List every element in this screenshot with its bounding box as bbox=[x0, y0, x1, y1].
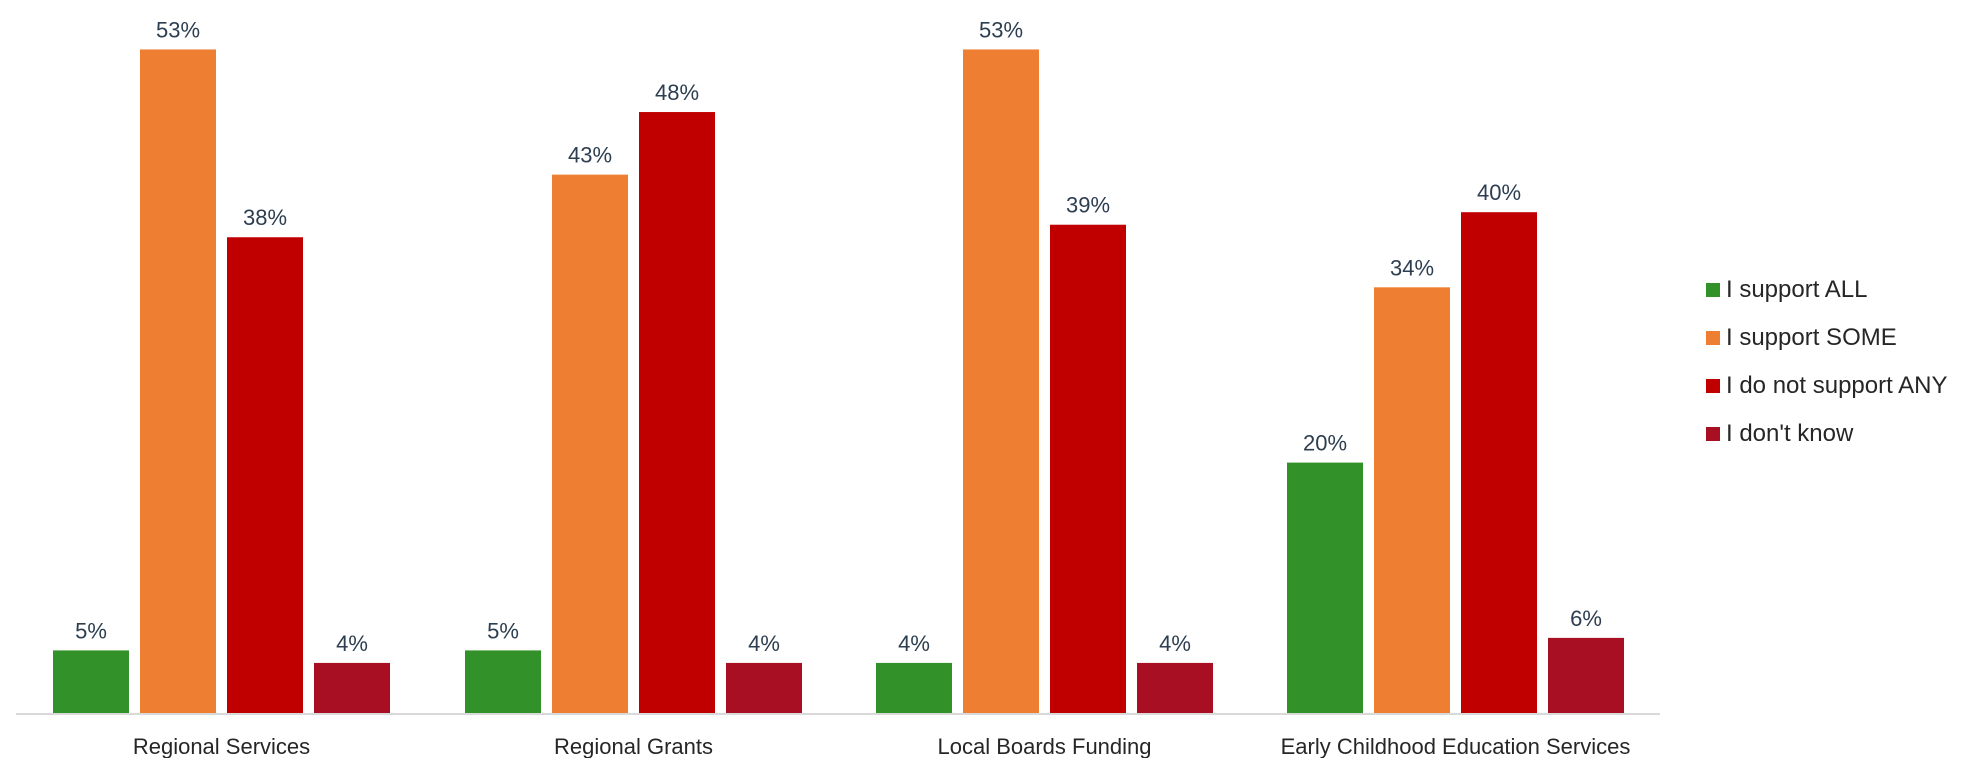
bar-regional-grants-i-do-not-support-any bbox=[639, 112, 715, 714]
bar-early-childhood-education-services-i-don-t-know bbox=[1548, 637, 1624, 713]
legend: I support ALL I support SOME I do not supp… bbox=[1706, 266, 1947, 458]
value-label-early-childhood-education-services-i-don-t-know: 6% bbox=[1570, 606, 1602, 631]
legend-item-i-support-all: I support ALL bbox=[1706, 266, 1947, 314]
bar-local-boards-funding-i-support-all bbox=[876, 662, 952, 713]
bars-layer bbox=[53, 49, 1624, 714]
legend-item-i-do-not-support-any: I do not support ANY bbox=[1706, 362, 1947, 410]
value-label-local-boards-funding-i-do-not-support-any: 39% bbox=[1066, 193, 1110, 218]
bar-regional-services-i-do-not-support-any bbox=[227, 237, 303, 714]
value-label-regional-grants-i-do-not-support-any: 48% bbox=[655, 80, 699, 105]
legend-swatch bbox=[1706, 283, 1720, 297]
category-label-local-boards-funding: Local Boards Funding bbox=[937, 734, 1151, 758]
value-label-regional-services-i-support-some: 53% bbox=[156, 17, 200, 42]
legend-swatch bbox=[1706, 427, 1720, 441]
value-label-local-boards-funding-i-don-t-know: 4% bbox=[1159, 631, 1191, 656]
category-label-regional-services: Regional Services bbox=[133, 734, 310, 758]
legend-swatch bbox=[1706, 331, 1720, 345]
bar-regional-grants-i-support-some bbox=[552, 174, 628, 713]
value-labels-layer: 5% 53% 38% 4% 5% 43% 48% 4% 4% 53% 39% 4% 20% 34% 40% 6… bbox=[75, 17, 1602, 655]
value-label-early-childhood-education-services-i-support-some: 34% bbox=[1390, 255, 1434, 280]
bar-early-childhood-education-services-i-support-some bbox=[1374, 287, 1450, 713]
value-label-early-childhood-education-services-i-do-not-support-any: 40% bbox=[1477, 180, 1521, 205]
bar-regional-services-i-don-t-know bbox=[314, 662, 390, 713]
bar-early-childhood-education-services-i-do-not-support-any bbox=[1461, 212, 1537, 713]
bar-local-boards-funding-i-do-not-support-any bbox=[1050, 224, 1126, 713]
category-label-regional-grants: Regional Grants bbox=[554, 734, 713, 758]
bar-regional-grants-i-support-all bbox=[465, 650, 541, 713]
bar-regional-services-i-support-some bbox=[140, 49, 216, 713]
value-label-regional-grants-i-don-t-know: 4% bbox=[748, 631, 780, 656]
value-label-local-boards-funding-i-support-all: 4% bbox=[898, 631, 930, 656]
legend-label: I don't know bbox=[1726, 420, 1854, 447]
value-label-regional-services-i-support-all: 5% bbox=[75, 618, 107, 643]
legend-item-i-don-t-know: I don't know bbox=[1706, 410, 1947, 458]
legend-label: I support ALL bbox=[1726, 276, 1868, 303]
value-label-local-boards-funding-i-support-some: 53% bbox=[979, 17, 1023, 42]
bar-local-boards-funding-i-don-t-know bbox=[1137, 662, 1213, 713]
bar-local-boards-funding-i-support-some bbox=[963, 49, 1039, 713]
value-label-early-childhood-education-services-i-support-all: 20% bbox=[1303, 431, 1347, 456]
value-label-regional-grants-i-support-some: 43% bbox=[568, 143, 612, 168]
category-label-early-childhood-education-services: Early Childhood Education Services bbox=[1281, 734, 1631, 758]
category-labels-layer: Regional Services Regional Grants Local Bo… bbox=[133, 734, 1631, 758]
value-label-regional-services-i-do-not-support-any: 38% bbox=[243, 205, 287, 230]
legend-swatch bbox=[1706, 379, 1720, 393]
legend-item-i-support-some: I support SOME bbox=[1706, 314, 1947, 362]
bar-regional-grants-i-don-t-know bbox=[726, 662, 802, 713]
legend-label: I do not support ANY bbox=[1726, 372, 1948, 399]
bar-early-childhood-education-services-i-support-all bbox=[1287, 462, 1363, 713]
bar-regional-services-i-support-all bbox=[53, 650, 129, 713]
value-label-regional-grants-i-support-all: 5% bbox=[487, 618, 519, 643]
value-label-regional-services-i-don-t-know: 4% bbox=[336, 631, 368, 656]
legend-label: I support SOME bbox=[1726, 324, 1897, 351]
